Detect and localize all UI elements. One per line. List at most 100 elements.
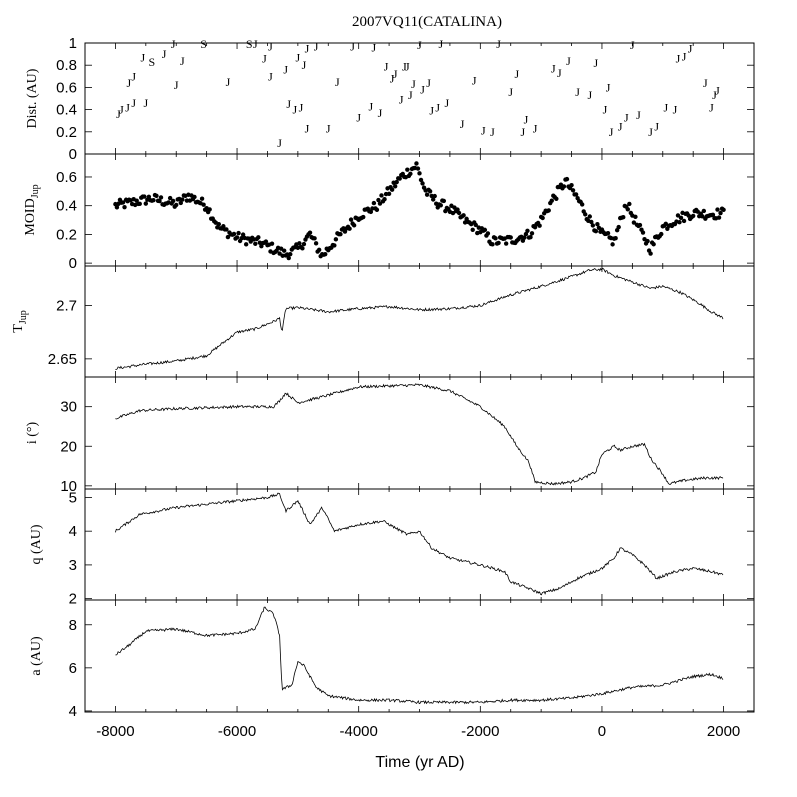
moid-point [143, 201, 149, 206]
moid-point [648, 251, 653, 256]
x-tick-label: -2000 [461, 723, 499, 740]
y-tick-label: 0.4 [56, 102, 77, 119]
encounter-marker: J [162, 47, 167, 61]
encounter-marker: J [314, 39, 319, 53]
moid-point [415, 166, 421, 171]
x-axis-label: Time (yr AD) [375, 754, 464, 771]
encounter-marker: S [200, 37, 207, 51]
encounter-marker: J [378, 106, 383, 120]
encounter-marker: J [226, 75, 231, 89]
moid-point [493, 236, 498, 241]
moid-point [438, 203, 443, 208]
encounter-marker: J [426, 76, 431, 90]
encounter-marker: J [557, 66, 562, 80]
y-tick-label: 0.6 [56, 79, 77, 96]
moid-point [114, 205, 120, 210]
moid-point [546, 208, 551, 213]
encounter-marker: J [268, 39, 273, 53]
encounter-marker: J [372, 40, 377, 54]
moid-point [593, 229, 599, 234]
y-tick-label: 4 [69, 703, 77, 720]
encounter-marker: J [445, 96, 450, 110]
y-tick-label: 0.4 [56, 198, 77, 215]
moid-point [522, 235, 527, 240]
moid-point [508, 235, 513, 240]
moid-point [382, 197, 387, 202]
encounter-marker: J [575, 85, 580, 99]
y-tick-label: 2.65 [48, 351, 77, 368]
encounter-marker: J [174, 78, 179, 92]
panel-incl: 10 20 30 i (°) [25, 376, 755, 495]
moid-point [224, 227, 229, 232]
encounter-marker: J [180, 54, 185, 68]
moid-point [281, 248, 287, 253]
panel-frame [84, 599, 755, 713]
moid-point [701, 208, 707, 214]
moid-point [351, 223, 357, 228]
encounter-marker: J [609, 125, 614, 139]
encounter-marker: J [435, 100, 440, 114]
moid-point [716, 215, 722, 220]
encounter-marker: J [171, 37, 176, 51]
encounter-marker: J [636, 108, 641, 122]
moid-point [376, 197, 381, 203]
moid-point [146, 194, 152, 199]
moid-point [482, 227, 488, 233]
moid-point [523, 231, 529, 237]
moid-point [297, 241, 302, 246]
moid-point [122, 204, 127, 210]
moid-point [455, 207, 460, 212]
moid-point [587, 214, 592, 219]
y-axis-label: MOIDJup [23, 184, 41, 235]
moid-point [379, 193, 384, 198]
encounter-marker: J [712, 88, 717, 102]
moid-point [313, 241, 319, 246]
moid-point [540, 215, 545, 221]
moid-point [690, 213, 696, 219]
moid-point [561, 184, 567, 189]
y-tick-label: 0.8 [56, 57, 77, 74]
y-tick-label: 8 [69, 617, 77, 634]
moid-point [240, 232, 246, 237]
moid-point [427, 189, 433, 194]
moid-point [721, 207, 726, 213]
moid-point [564, 176, 570, 182]
moid-point [174, 202, 179, 208]
encounter-marker: J [703, 76, 708, 90]
moid-point [263, 239, 269, 244]
moid-point [338, 232, 343, 237]
x-tick-label: 2000 [707, 723, 740, 740]
moid-point [142, 194, 147, 199]
moid-point [417, 171, 422, 176]
y-tick-label: 30 [60, 399, 77, 416]
encounter-marker: J [286, 97, 291, 111]
series-line-q [115, 492, 724, 596]
moid-point [414, 161, 419, 166]
y-tick-label: 0 [69, 255, 77, 272]
encounter-marker: J [292, 103, 297, 117]
moid-point [408, 171, 413, 177]
moid-point [503, 241, 509, 246]
encounter-marker: J [429, 104, 434, 118]
moid-point [470, 227, 475, 232]
encounter-marker: J [460, 117, 465, 131]
moid-point [681, 218, 687, 224]
moid-point [633, 214, 638, 220]
moid-point [248, 239, 253, 244]
encounter-marker: J [131, 69, 136, 83]
moid-point [236, 230, 241, 236]
moid-point [333, 237, 339, 242]
encounter-marker: J [283, 63, 288, 77]
moid-point [718, 210, 723, 216]
moid-point [300, 246, 305, 251]
moid-point [430, 197, 436, 202]
moid-point [625, 207, 631, 212]
moid-point [418, 177, 424, 183]
chart-title: 2007VQ11(CATALINA) [352, 14, 502, 30]
moid-point [361, 214, 366, 220]
moid-point [178, 200, 183, 206]
encounter-marker: J [587, 88, 592, 102]
encounter-marker: J [663, 100, 668, 114]
moid-point [151, 197, 156, 203]
moid-point [312, 236, 317, 241]
